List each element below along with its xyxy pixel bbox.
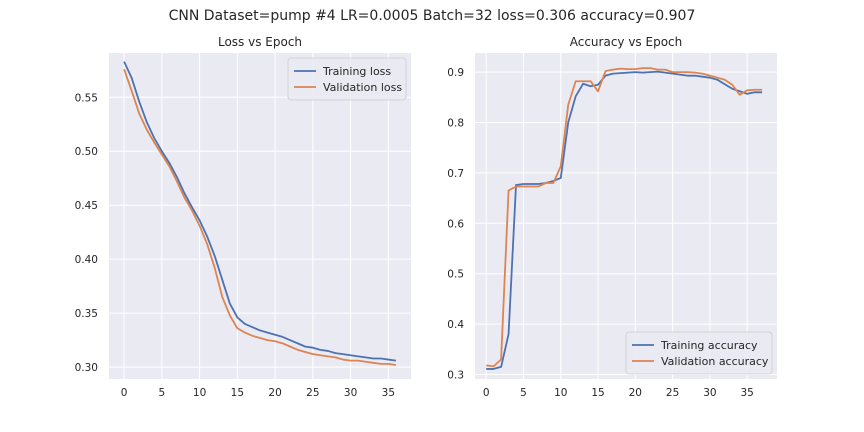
loss-plot-area [109,53,411,379]
validation-loss-line [123,68,397,366]
loss-x-tick-label: 0 [121,387,128,399]
loss-x-tick-label: 25 [306,387,319,399]
accuracy-x-tick-label: 5 [520,387,527,399]
accuracy-y-tick-label: 0.6 [447,218,464,230]
accuracy-x-tick-label: 10 [554,387,567,399]
loss-y-tick-label: 0.45 [75,200,98,212]
figure-title: CNN Dataset=pump #4 LR=0.0005 Batch=32 l… [169,8,696,24]
loss-x-tick-label: 5 [159,387,166,399]
accuracy-x-tick-label: 30 [703,387,716,399]
training-loss-line [123,61,397,362]
accuracy-y-tick-label: 0.9 [447,67,464,79]
accuracy-x-tick-label: 35 [740,387,753,399]
accuracy-y-tick-label: 0.8 [447,118,464,130]
loss-y-tick-label: 0.35 [75,308,98,320]
accuracy-chart-title: Accuracy vs Epoch [570,35,683,49]
accuracy-x-tick-label: 15 [591,387,604,399]
loss-y-tick-label: 0.50 [75,146,98,158]
loss-y-tick-label: 0.55 [75,92,98,104]
accuracy-y-tick-label: 0.5 [447,269,464,281]
accuracy-plot-area [475,53,777,379]
accuracy-chart-panel: Accuracy vs Epoch 0 5 10 15 20 25 30 35 0.3 0.4 0.5… [447,35,777,399]
accuracy-x-tick-label: 25 [666,387,679,399]
training-loss-legend-label: Training loss [322,65,391,78]
accuracy-y-tick-label: 0.4 [447,319,464,331]
accuracy-y-tick-label: 0.7 [447,168,464,180]
accuracy-legend-box [625,331,773,375]
loss-y-tick-label: 0.30 [75,362,98,374]
validation-loss-legend-label: Validation loss [323,81,402,94]
loss-x-tick-label: 10 [193,387,206,399]
loss-legend: Training loss Validation loss [287,57,407,101]
accuracy-legend: Training accuracy Validation accuracy [625,331,773,375]
loss-legend-box [287,57,407,101]
loss-chart-panel: Loss vs Epoch 0 5 10 15 20 25 30 35 0.30 0.35 0.40 0… [75,35,411,399]
loss-x-tick-label: 35 [382,387,395,399]
loss-chart-title: Loss vs Epoch [218,35,302,49]
validation-accuracy-line [486,67,763,368]
accuracy-x-tick-label: 0 [483,387,490,399]
training-accuracy-legend-label: Training accuracy [660,339,758,352]
loss-y-tick-label: 0.40 [75,254,98,266]
loss-x-tick-label: 30 [344,387,357,399]
validation-accuracy-legend-label: Validation accuracy [661,355,769,368]
accuracy-x-tick-label: 20 [629,387,642,399]
accuracy-y-tick-label: 0.3 [447,369,464,381]
loss-x-tick-label: 15 [231,387,244,399]
training-accuracy-line [486,70,763,370]
loss-x-tick-label: 20 [268,387,281,399]
